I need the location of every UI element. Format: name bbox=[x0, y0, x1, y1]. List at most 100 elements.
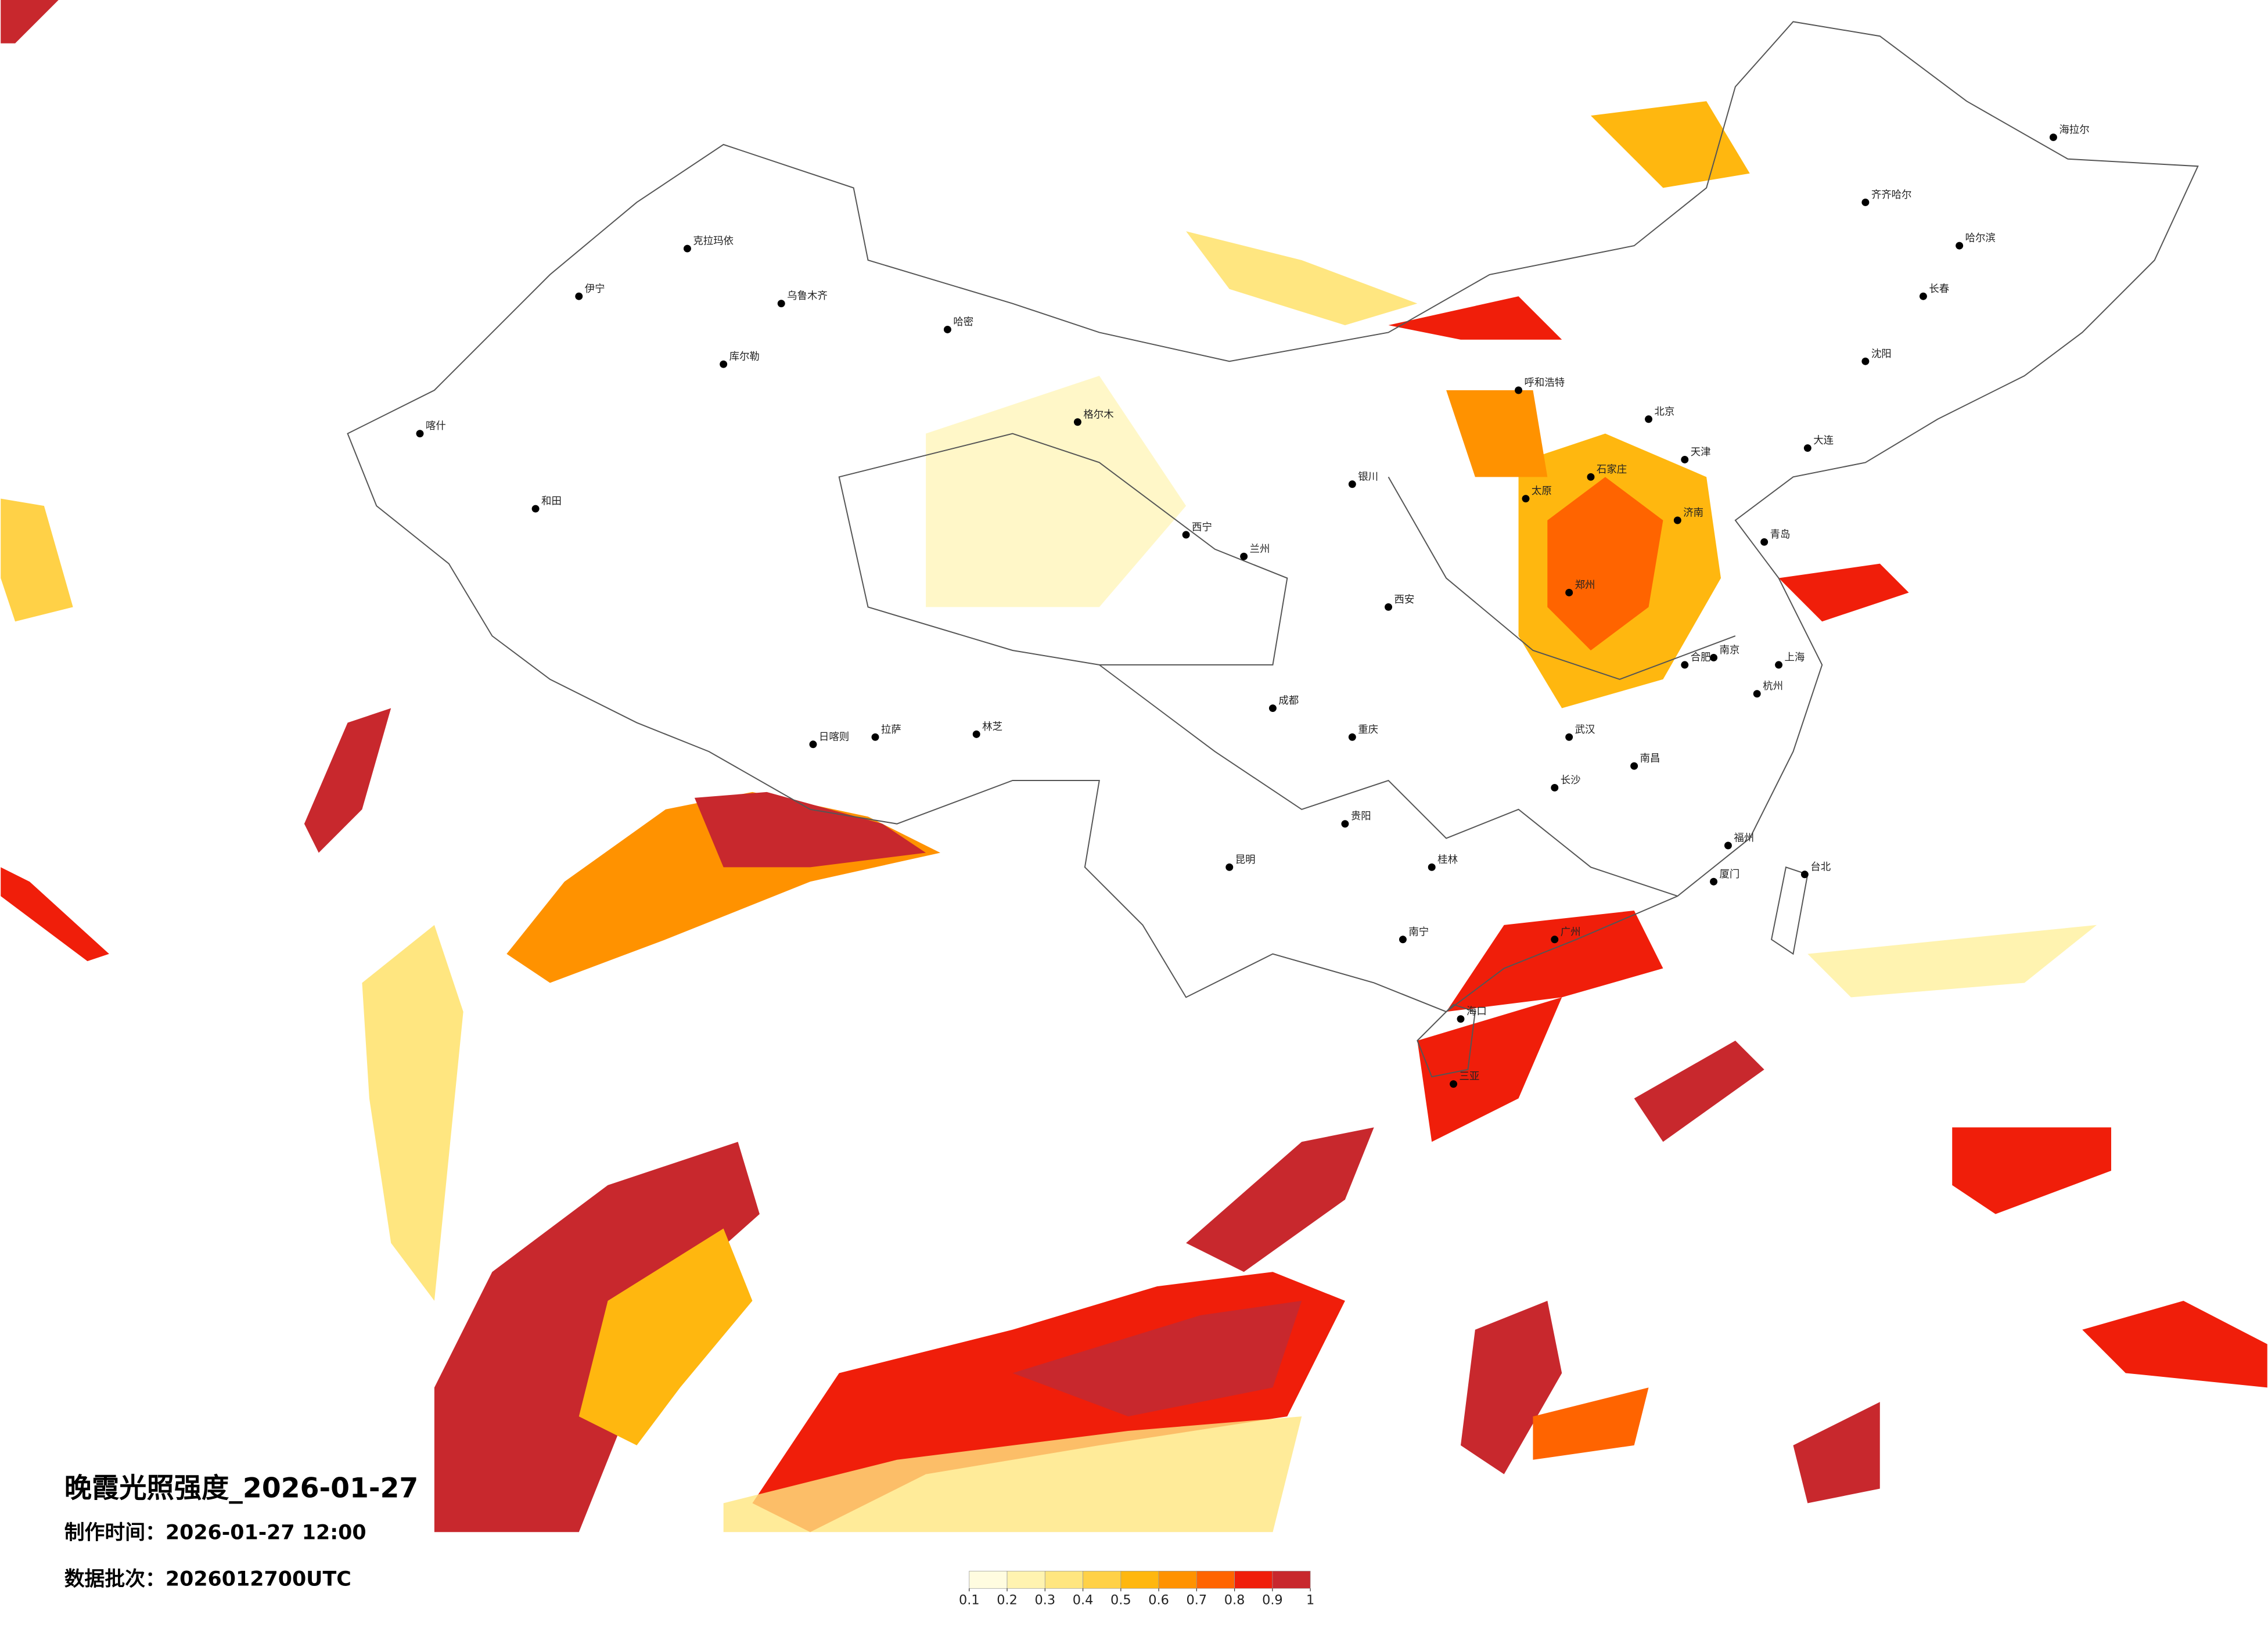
data-batch: 数据批次：2026012700UTC bbox=[64, 1567, 351, 1591]
country-outline bbox=[347, 21, 2199, 1013]
city-label: 天津 bbox=[1691, 447, 1711, 458]
city-label: 日喀则 bbox=[819, 731, 849, 743]
city-label: 沈阳 bbox=[1871, 348, 1892, 360]
city-dot bbox=[1551, 783, 1559, 792]
city-dot bbox=[1341, 820, 1349, 828]
city-label: 齐齐哈尔 bbox=[1871, 189, 1912, 201]
city-dot bbox=[1645, 415, 1653, 423]
colorbar-tick-label: 1 bbox=[1306, 1593, 1314, 1608]
colorbar-tick-label: 0.6 bbox=[1148, 1593, 1169, 1608]
colorbar-swatch bbox=[1196, 1571, 1235, 1589]
city-label: 克拉玛依 bbox=[693, 236, 734, 247]
city-dot bbox=[1399, 936, 1407, 944]
city-dot bbox=[1710, 653, 1718, 661]
city-dot bbox=[1760, 538, 1769, 546]
city-label: 厦门 bbox=[1720, 869, 1740, 880]
colorbar-tick-label: 0.9 bbox=[1262, 1593, 1283, 1608]
city-dot bbox=[1348, 733, 1356, 741]
map-title: 晚霞光照强度_2026-01-27 bbox=[64, 1472, 419, 1504]
city-dot bbox=[871, 733, 879, 741]
city-dot bbox=[1428, 863, 1436, 871]
city-label: 三亚 bbox=[1460, 1071, 1480, 1082]
hainan-outline bbox=[1417, 1003, 1476, 1078]
city-label: 拉萨 bbox=[881, 724, 901, 736]
heat-blob bbox=[1952, 1127, 2111, 1214]
city-dot bbox=[1522, 495, 1530, 503]
city-dot bbox=[1073, 418, 1081, 426]
colorbar-swatch bbox=[1044, 1571, 1083, 1589]
heat-blob bbox=[578, 1228, 753, 1445]
city-dot bbox=[1268, 704, 1277, 713]
heat-blob bbox=[1, 498, 73, 622]
colorbar: 0.1 0.2 0.3 0.4 0.5 0.6 0.7 0.8 0.9 1 bbox=[959, 1571, 1314, 1608]
heat-blob bbox=[1446, 911, 1663, 1012]
city-label: 郑州 bbox=[1575, 580, 1595, 591]
heat-blob bbox=[1417, 997, 1562, 1142]
city-dot bbox=[1240, 552, 1248, 560]
city-label: 格尔木 bbox=[1083, 409, 1113, 420]
colorbar-swatch bbox=[1272, 1571, 1311, 1589]
heat-blob bbox=[1446, 390, 1548, 477]
city-dot bbox=[1753, 690, 1761, 698]
heat-blob bbox=[1, 867, 109, 962]
province-border bbox=[838, 433, 1288, 665]
city-dot bbox=[1673, 516, 1681, 524]
colorbar-swatch bbox=[1007, 1571, 1045, 1589]
colorbar-swatch bbox=[969, 1571, 1008, 1589]
heat-blob bbox=[1388, 296, 1562, 340]
city-dot bbox=[1919, 292, 1927, 300]
city-label: 乌鲁木齐 bbox=[787, 290, 828, 302]
city-dot bbox=[809, 740, 817, 749]
city-dot bbox=[972, 730, 980, 738]
city-label: 福州 bbox=[1734, 833, 1754, 844]
city-label: 哈密 bbox=[953, 316, 973, 328]
colorbar-tick-label: 0.3 bbox=[1034, 1593, 1055, 1608]
city-label: 贵阳 bbox=[1351, 811, 1371, 822]
city-label: 济南 bbox=[1683, 508, 1703, 519]
city-dot bbox=[943, 325, 951, 333]
city-label: 武汉 bbox=[1575, 724, 1595, 736]
colorbar-swatch bbox=[1083, 1571, 1122, 1589]
city-dot bbox=[575, 292, 583, 300]
heat-blob bbox=[694, 792, 926, 868]
city-dot bbox=[1956, 242, 1964, 250]
city-label: 青岛 bbox=[1770, 529, 1791, 541]
city-label: 海口 bbox=[1467, 1006, 1487, 1017]
heat-blob bbox=[304, 708, 391, 853]
city-label: 南京 bbox=[1720, 645, 1740, 656]
made-time: 制作时间：2026-01-27 12:00 bbox=[64, 1521, 366, 1545]
heat-blob bbox=[1793, 1402, 1880, 1503]
city-dot bbox=[1587, 473, 1595, 481]
city-label: 兰州 bbox=[1250, 544, 1270, 555]
heat-blob bbox=[434, 1142, 760, 1533]
city-dot bbox=[1724, 841, 1732, 850]
city-dot bbox=[1348, 480, 1356, 488]
taiwan-outline bbox=[1770, 866, 1809, 955]
city-dot bbox=[683, 244, 691, 253]
city-label: 石家庄 bbox=[1597, 464, 1627, 476]
city-label: 林芝 bbox=[982, 721, 1002, 733]
city-label: 呼和浩特 bbox=[1525, 377, 1565, 389]
city-label: 南昌 bbox=[1640, 753, 1660, 765]
city-dot bbox=[2049, 133, 2057, 141]
city-dot bbox=[777, 300, 785, 308]
heat-blob bbox=[1634, 1041, 1764, 1142]
city-dot bbox=[1775, 661, 1783, 669]
city-label: 南宁 bbox=[1408, 926, 1429, 938]
heat-blob bbox=[1807, 924, 2097, 998]
city-label: 昆明 bbox=[1235, 854, 1256, 866]
city-label: 西宁 bbox=[1192, 521, 1212, 533]
colorbar-tick-label: 0.7 bbox=[1187, 1593, 1207, 1608]
heat-blob bbox=[1186, 231, 1418, 325]
heat-blob bbox=[1590, 101, 1750, 188]
heat-blob bbox=[1547, 477, 1663, 650]
city-dot bbox=[1681, 455, 1689, 463]
heat-blob bbox=[1186, 1127, 1374, 1272]
city-dot bbox=[720, 360, 728, 368]
city-dot bbox=[1385, 603, 1393, 611]
city-label: 伊宁 bbox=[585, 283, 605, 295]
city-dot bbox=[1225, 863, 1234, 871]
city-label: 台北 bbox=[1810, 861, 1831, 873]
city-dot bbox=[531, 505, 540, 513]
